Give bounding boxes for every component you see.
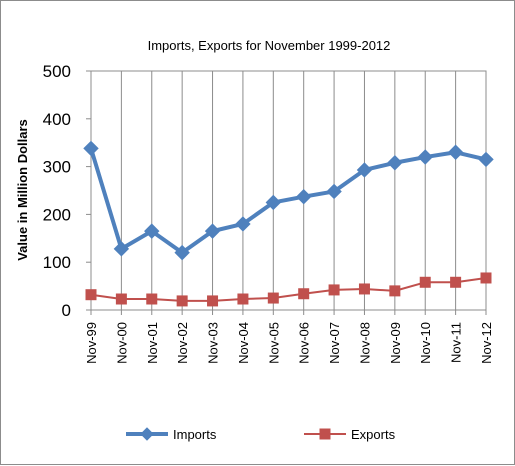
x-tick-label: Nov-11 — [449, 322, 464, 363]
x-tick-label: Nov-10 — [418, 322, 433, 364]
series-imports — [83, 140, 494, 261]
y-tick-label: 200 — [43, 205, 71, 224]
x-tick-label: Nov-12 — [479, 322, 494, 364]
imports-point — [326, 183, 342, 200]
imports-point — [235, 216, 251, 232]
legend-marker — [140, 427, 154, 441]
x-tick-label: Nov-05 — [266, 322, 281, 364]
exports-point — [450, 276, 462, 288]
imports-point — [295, 189, 312, 205]
exports-point — [389, 285, 401, 297]
imports-point — [144, 223, 160, 239]
exports-point — [267, 292, 279, 304]
imports-point — [113, 241, 130, 257]
imports-point — [417, 149, 433, 165]
exports-point — [328, 284, 340, 296]
legend-label: Exports — [351, 427, 396, 442]
y-axis-label: Value in Million Dollars — [15, 119, 30, 261]
x-axis: Nov-99 Nov-00 Nov-01 Nov-02 Nov-03 Nov-04 Nov-… — [84, 310, 494, 364]
x-tick-label: Nov-01 — [145, 322, 160, 364]
imports-point — [478, 151, 494, 168]
exports-point — [237, 293, 249, 305]
x-tick-label: Nov-99 — [84, 322, 99, 364]
legend-label: Imports — [173, 427, 217, 442]
y-tick-label: 0 — [62, 301, 71, 320]
x-tick-label: Nov-08 — [357, 322, 372, 364]
legend-item-imports: Imports — [126, 427, 217, 442]
grid-lines — [120, 71, 457, 310]
series-exports — [85, 272, 492, 307]
imports-point — [356, 162, 373, 178]
chart-title: Imports, Exports for November 1999-2012 — [148, 38, 391, 53]
imports-point — [204, 223, 221, 239]
imports-point — [83, 140, 99, 157]
imports-point — [265, 194, 282, 211]
series-layer — [83, 140, 494, 307]
exports-point — [480, 272, 492, 284]
y-tick-label: 400 — [43, 110, 71, 129]
x-tick-label: Nov-00 — [114, 322, 129, 364]
x-tick-label: Nov-04 — [236, 322, 251, 364]
x-tick-label: Nov-07 — [327, 322, 342, 364]
exports-point — [419, 276, 431, 288]
exports-point — [358, 283, 370, 295]
plot-area — [90, 70, 487, 311]
exports-point — [298, 288, 310, 300]
exports-point — [146, 293, 158, 305]
y-axis: 0 100 200 300 400 500 — [43, 62, 91, 320]
imports-point — [174, 244, 190, 261]
y-tick-label: 500 — [43, 62, 71, 81]
legend-marker — [319, 428, 331, 440]
exports-point — [176, 295, 188, 307]
exports-point — [207, 295, 219, 307]
imports-point — [447, 144, 464, 160]
x-tick-label: Nov-03 — [206, 322, 221, 364]
x-tick-label: Nov-06 — [297, 322, 312, 364]
legend-item-exports: Exports — [304, 427, 396, 442]
legend: Imports Exports — [126, 427, 396, 442]
exports-point — [115, 293, 127, 305]
x-tick-label: Nov-02 — [175, 322, 190, 364]
x-tick-label: Nov-09 — [388, 322, 403, 364]
y-tick-label: 300 — [43, 158, 71, 177]
imports-point — [387, 155, 403, 171]
y-tick-label: 100 — [43, 253, 71, 272]
exports-point — [85, 289, 97, 301]
